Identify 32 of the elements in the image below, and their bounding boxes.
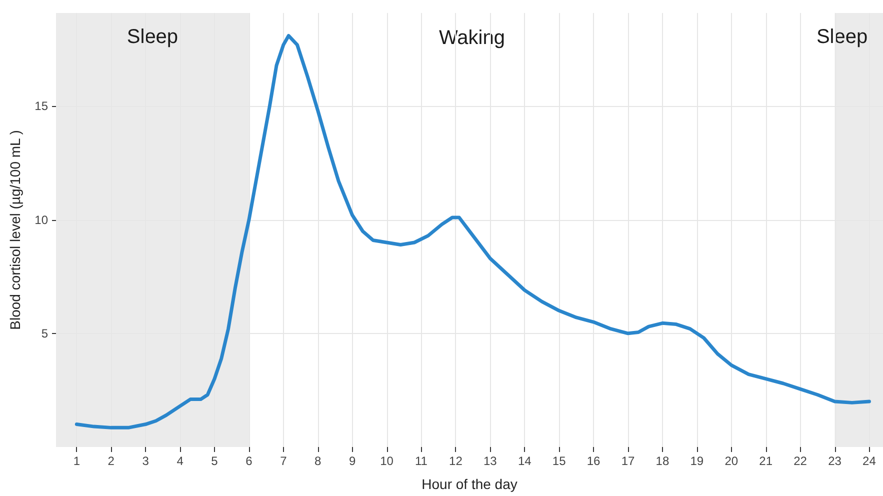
x-tick-label: 2 [108, 454, 115, 468]
x-tick-label: 17 [621, 454, 635, 468]
x-tick-label: 6 [246, 454, 253, 468]
x-tick-label: 5 [211, 454, 218, 468]
band-label: Sleep [816, 26, 868, 48]
band-label: Sleep [126, 26, 178, 48]
x-tick-label: 13 [483, 454, 498, 468]
x-tick-label: 3 [142, 454, 150, 468]
y-tick-label: 10 [34, 212, 48, 227]
x-tick-label: 19 [690, 454, 704, 468]
x-tick-label: 4 [176, 454, 184, 468]
x-tick-label: 24 [862, 454, 876, 468]
x-axis-title: Hour of the day [422, 476, 518, 492]
x-tick-label: 8 [314, 454, 322, 468]
x-tick-label: 18 [656, 454, 670, 468]
x-tick-label: 16 [586, 454, 601, 468]
x-tick-label: 7 [280, 454, 288, 468]
x-tick-label: 21 [759, 454, 773, 468]
x-tick-label: 15 [552, 454, 566, 468]
x-tick-label: 10 [380, 454, 394, 468]
x-tick-label: 11 [415, 454, 428, 468]
y-tick-label: 5 [41, 326, 48, 340]
x-tick-label: 22 [794, 454, 808, 468]
x-tick-label: 20 [724, 454, 738, 468]
x-tick-label: 9 [349, 454, 356, 468]
y-axis-title: Blood cortisol level (µg/100 mL ) [7, 130, 23, 330]
x-tick-label: 1 [73, 454, 80, 468]
x-tick-label: 14 [518, 454, 532, 468]
x-tick-label: 23 [828, 454, 842, 468]
annotation: Waking [439, 27, 505, 49]
y-tick-label: 15 [34, 99, 48, 114]
x-tick-label: 12 [449, 454, 463, 468]
